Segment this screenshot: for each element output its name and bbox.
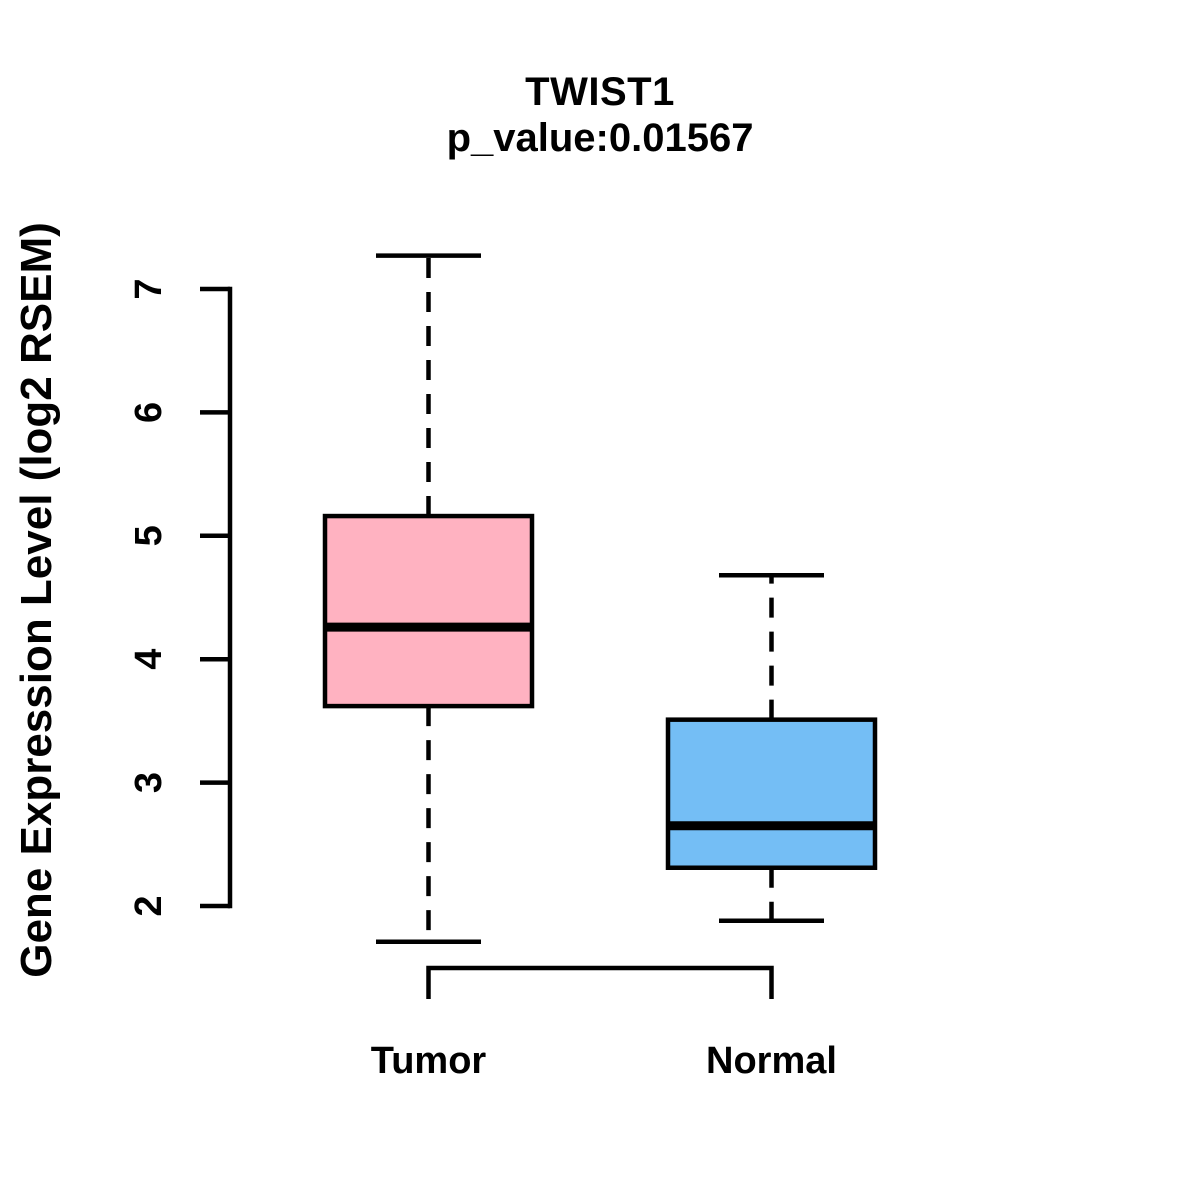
y-axis-title: Gene Expression Level (log2 RSEM) — [12, 222, 61, 978]
comparison-bracket — [426, 965, 774, 999]
chart-subtitle-pvalue: p_value:0.01567 — [446, 116, 754, 160]
chart-title: TWIST1 — [525, 70, 675, 114]
y-tick-label: 7 — [128, 278, 170, 299]
box-tumor — [322, 513, 535, 709]
y-tick-label: 2 — [128, 895, 170, 916]
y-tick-label: 5 — [128, 525, 170, 546]
x-group-label-tumor: Tumor — [371, 1040, 487, 1082]
y-tick-label: 3 — [128, 772, 170, 793]
y-tick-label: 6 — [128, 402, 170, 423]
y-tick-label: 4 — [128, 649, 170, 670]
x-group-label-normal: Normal — [706, 1040, 837, 1082]
box-normal — [665, 717, 878, 870]
